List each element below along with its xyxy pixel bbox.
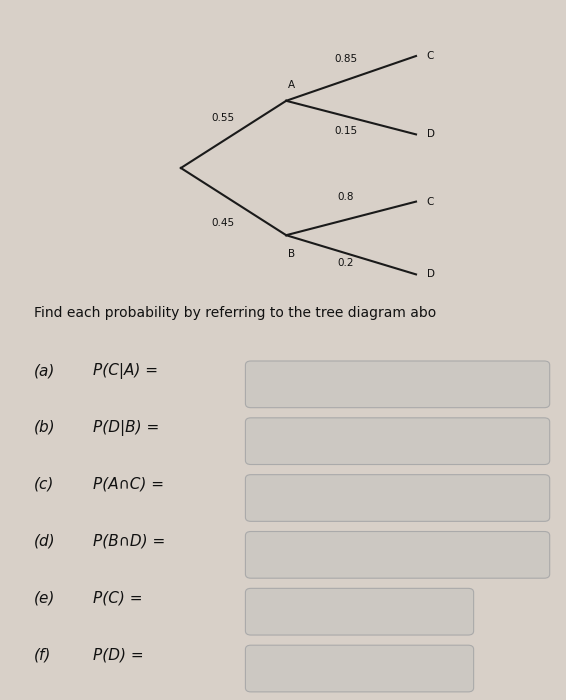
Text: D: D [427, 270, 435, 279]
Text: C: C [427, 51, 434, 61]
Text: B: B [288, 249, 295, 259]
Text: P(D|B) =: P(D|B) = [93, 420, 160, 436]
Text: P(B∩D) =: P(B∩D) = [93, 533, 165, 549]
Text: Find each probability by referring to the tree diagram abo: Find each probability by referring to th… [33, 306, 436, 320]
Text: P(A∩C) =: P(A∩C) = [93, 477, 164, 491]
Text: (f): (f) [33, 648, 51, 662]
Text: (b): (b) [33, 420, 55, 435]
Text: P(C|A) =: P(C|A) = [93, 363, 158, 379]
FancyBboxPatch shape [246, 361, 550, 407]
FancyBboxPatch shape [246, 475, 550, 522]
FancyBboxPatch shape [246, 645, 474, 692]
Text: 0.15: 0.15 [335, 126, 357, 136]
Text: (d): (d) [33, 533, 55, 549]
FancyBboxPatch shape [246, 531, 550, 578]
Text: (a): (a) [33, 363, 55, 378]
Text: 0.8: 0.8 [337, 192, 354, 202]
Text: A: A [288, 80, 295, 90]
Text: P(C) =: P(C) = [93, 590, 143, 606]
Text: 0.55: 0.55 [212, 113, 234, 123]
FancyBboxPatch shape [246, 588, 474, 635]
Text: (c): (c) [33, 477, 54, 491]
Text: D: D [427, 130, 435, 139]
Text: P(D) =: P(D) = [93, 648, 144, 662]
Text: 0.85: 0.85 [335, 55, 357, 64]
Text: 0.45: 0.45 [212, 218, 234, 228]
FancyBboxPatch shape [246, 418, 550, 465]
Text: (e): (e) [33, 590, 55, 606]
Text: C: C [427, 197, 434, 206]
Text: 0.2: 0.2 [337, 258, 354, 267]
